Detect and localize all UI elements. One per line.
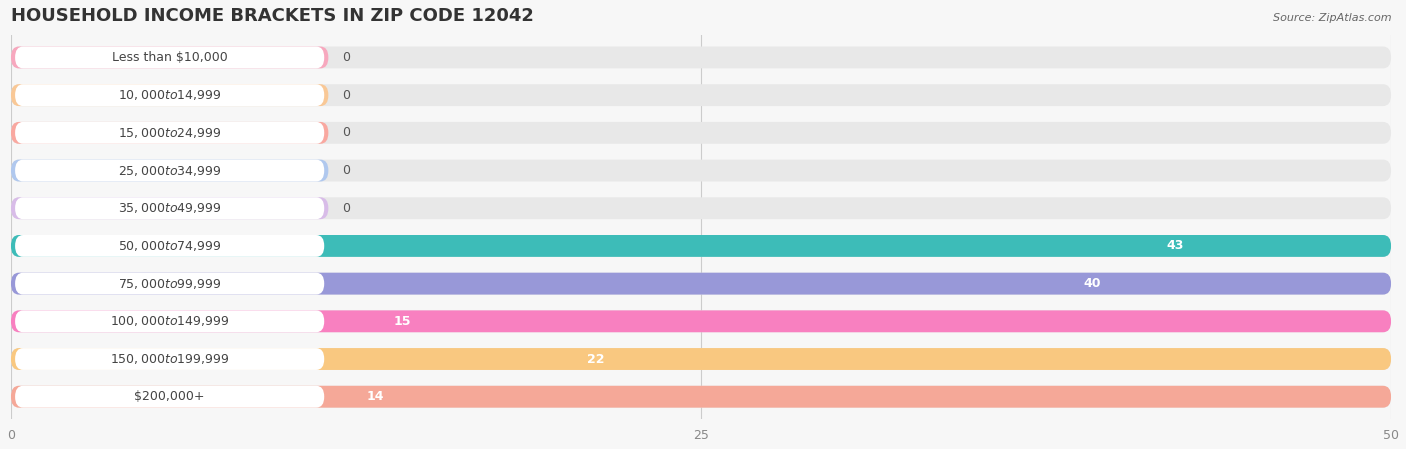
- Text: 0: 0: [342, 126, 350, 139]
- FancyBboxPatch shape: [11, 159, 329, 181]
- FancyBboxPatch shape: [11, 273, 1391, 295]
- Text: $150,000 to $199,999: $150,000 to $199,999: [110, 352, 229, 366]
- Text: 0: 0: [342, 88, 350, 101]
- FancyBboxPatch shape: [15, 348, 325, 370]
- FancyBboxPatch shape: [11, 197, 1391, 219]
- Text: $10,000 to $14,999: $10,000 to $14,999: [118, 88, 221, 102]
- Text: $50,000 to $74,999: $50,000 to $74,999: [118, 239, 221, 253]
- FancyBboxPatch shape: [11, 84, 329, 106]
- FancyBboxPatch shape: [11, 310, 1391, 332]
- FancyBboxPatch shape: [11, 386, 1391, 408]
- Text: Less than $10,000: Less than $10,000: [112, 51, 228, 64]
- Text: $25,000 to $34,999: $25,000 to $34,999: [118, 163, 221, 177]
- FancyBboxPatch shape: [11, 310, 1391, 332]
- FancyBboxPatch shape: [11, 159, 1391, 181]
- FancyBboxPatch shape: [15, 159, 325, 181]
- FancyBboxPatch shape: [15, 122, 325, 144]
- Text: Source: ZipAtlas.com: Source: ZipAtlas.com: [1274, 13, 1392, 23]
- FancyBboxPatch shape: [11, 348, 1391, 370]
- Text: 0: 0: [342, 51, 350, 64]
- Text: $100,000 to $149,999: $100,000 to $149,999: [110, 314, 229, 328]
- FancyBboxPatch shape: [11, 47, 1391, 68]
- FancyBboxPatch shape: [15, 273, 325, 295]
- FancyBboxPatch shape: [11, 47, 329, 68]
- Text: 43: 43: [1167, 239, 1184, 252]
- FancyBboxPatch shape: [11, 122, 1391, 144]
- Text: 0: 0: [342, 202, 350, 215]
- FancyBboxPatch shape: [11, 84, 1391, 106]
- Text: 40: 40: [1084, 277, 1101, 290]
- FancyBboxPatch shape: [11, 386, 1391, 408]
- Text: $75,000 to $99,999: $75,000 to $99,999: [118, 277, 221, 291]
- FancyBboxPatch shape: [11, 122, 329, 144]
- Text: $15,000 to $24,999: $15,000 to $24,999: [118, 126, 221, 140]
- Text: HOUSEHOLD INCOME BRACKETS IN ZIP CODE 12042: HOUSEHOLD INCOME BRACKETS IN ZIP CODE 12…: [11, 7, 534, 25]
- FancyBboxPatch shape: [15, 47, 325, 68]
- FancyBboxPatch shape: [15, 386, 325, 408]
- Text: 15: 15: [394, 315, 411, 328]
- Text: $200,000+: $200,000+: [135, 390, 205, 403]
- FancyBboxPatch shape: [11, 235, 1391, 257]
- FancyBboxPatch shape: [15, 310, 325, 332]
- Text: 14: 14: [366, 390, 384, 403]
- FancyBboxPatch shape: [11, 273, 1391, 295]
- FancyBboxPatch shape: [15, 84, 325, 106]
- FancyBboxPatch shape: [15, 235, 325, 257]
- FancyBboxPatch shape: [15, 197, 325, 219]
- FancyBboxPatch shape: [11, 197, 329, 219]
- Text: 22: 22: [586, 352, 605, 365]
- FancyBboxPatch shape: [11, 348, 1391, 370]
- Text: 0: 0: [342, 164, 350, 177]
- FancyBboxPatch shape: [11, 235, 1391, 257]
- Text: $35,000 to $49,999: $35,000 to $49,999: [118, 201, 221, 215]
